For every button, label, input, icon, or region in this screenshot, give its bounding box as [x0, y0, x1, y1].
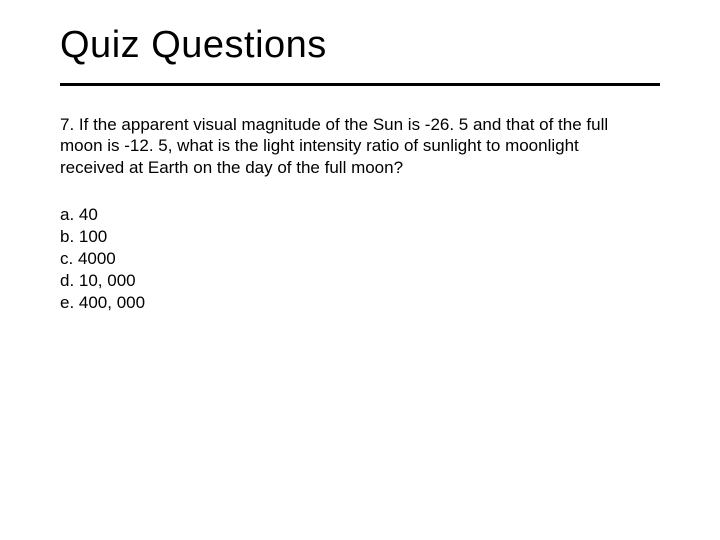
question-text: 7. If the apparent visual magnitude of t… [60, 114, 620, 178]
option-d: d. 10, 000 [60, 270, 660, 292]
option-b: b. 100 [60, 226, 660, 248]
slide-title: Quiz Questions [60, 24, 660, 77]
slide: Quiz Questions 7. If the apparent visual… [0, 0, 720, 540]
options-list: a. 40 b. 100 c. 4000 d. 10, 000 e. 400, … [60, 204, 660, 314]
title-underline [60, 83, 660, 86]
option-e: e. 400, 000 [60, 292, 660, 314]
option-c: c. 4000 [60, 248, 660, 270]
option-a: a. 40 [60, 204, 660, 226]
